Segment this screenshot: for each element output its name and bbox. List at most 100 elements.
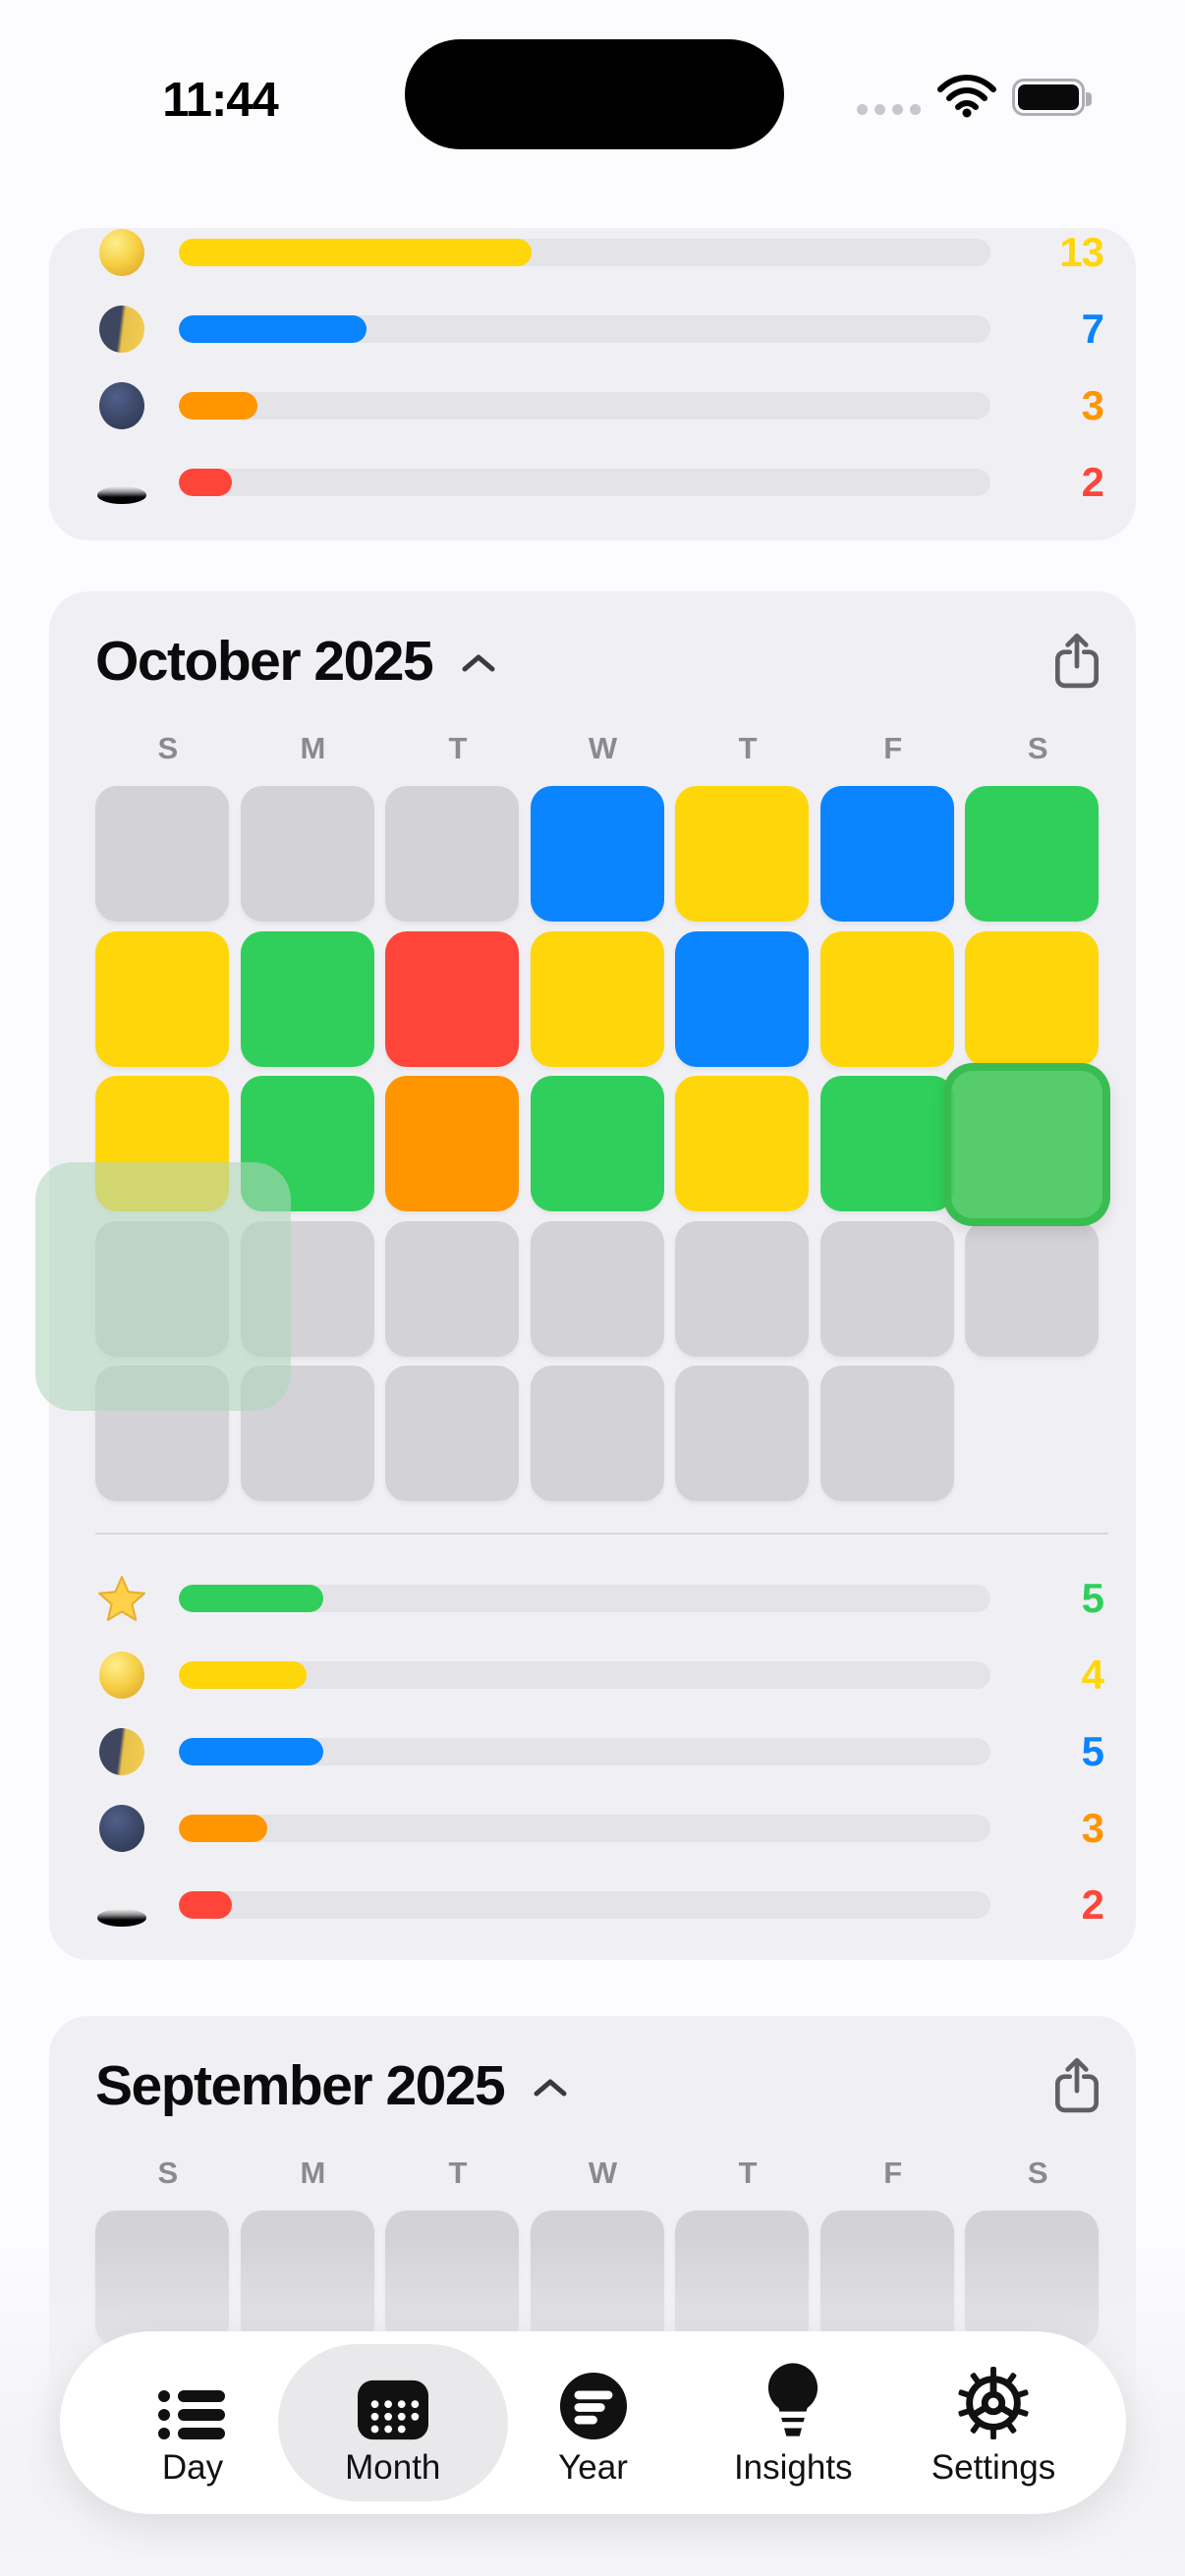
calendar-day-cell[interactable] bbox=[530, 1366, 664, 1501]
calendar-day-cell[interactable] bbox=[240, 1366, 374, 1501]
calendar-day-cell[interactable] bbox=[819, 2211, 954, 2346]
legend-count: 4 bbox=[1081, 1652, 1104, 1698]
legend-row: 5 bbox=[49, 1713, 1136, 1790]
calendar-day-cell[interactable] bbox=[530, 1220, 664, 1357]
share-icon[interactable] bbox=[1053, 2057, 1100, 2114]
calendar-day-cell[interactable] bbox=[675, 1076, 809, 1211]
eclipse-icon bbox=[94, 1877, 149, 1932]
weekday-label: S bbox=[1027, 731, 1048, 765]
tab-day[interactable]: Day bbox=[95, 2331, 290, 2514]
calendar-day-cell[interactable] bbox=[965, 1220, 1099, 1357]
legend-row: 2 bbox=[49, 1867, 1136, 1943]
calendar-day-cell[interactable] bbox=[385, 1220, 519, 1357]
calendar-day-cell[interactable] bbox=[95, 1220, 229, 1357]
calendar-day-cell[interactable] bbox=[240, 930, 374, 1067]
calendar-day-cell[interactable] bbox=[385, 2211, 519, 2346]
progress-track bbox=[179, 1891, 990, 1919]
calendar-day-cell[interactable] bbox=[240, 786, 374, 922]
full-moon-icon bbox=[94, 228, 149, 280]
calendar-day-cell[interactable] bbox=[240, 1220, 374, 1357]
calendar-day-cell[interactable] bbox=[675, 1220, 809, 1357]
calendar-day-cell[interactable] bbox=[965, 786, 1099, 922]
tab-label: Insights bbox=[733, 2448, 853, 2487]
calendar-day-cell[interactable] bbox=[95, 2211, 229, 2346]
progress-fill bbox=[179, 315, 367, 343]
share-icon[interactable] bbox=[1053, 633, 1100, 690]
divider bbox=[95, 1533, 1108, 1535]
progress-fill bbox=[179, 239, 533, 266]
last-quarter-moon-icon bbox=[94, 302, 149, 357]
calendar-day-cell[interactable] bbox=[819, 930, 954, 1067]
legend-row: 2 bbox=[49, 444, 1136, 521]
progress-track bbox=[179, 392, 990, 420]
calendar-day-cell[interactable] bbox=[530, 2211, 664, 2346]
calendar-day-cell[interactable] bbox=[240, 2211, 374, 2346]
tab-label: Settings bbox=[931, 2448, 1056, 2487]
insights-lightbulb-icon bbox=[766, 2358, 819, 2440]
tab-year[interactable]: Year bbox=[496, 2331, 691, 2514]
october-card: October 2025 S M T W T F S 5 4 5 3 2 bbox=[49, 591, 1136, 1960]
legend-count: 3 bbox=[1081, 1805, 1104, 1851]
calendar-day-cell[interactable] bbox=[943, 1063, 1110, 1226]
progress-track bbox=[179, 1738, 990, 1765]
new-moon-icon bbox=[94, 1801, 149, 1856]
eclipse-icon bbox=[94, 455, 149, 510]
progress-fill bbox=[179, 1738, 324, 1765]
new-moon-icon bbox=[94, 378, 149, 433]
legend-count: 13 bbox=[1059, 229, 1104, 275]
weekday-label: F bbox=[883, 731, 903, 765]
calendar-day-cell[interactable] bbox=[95, 786, 229, 922]
calendar-day-cell[interactable] bbox=[385, 1366, 519, 1501]
calendar-day-cell[interactable] bbox=[530, 930, 664, 1067]
star-icon bbox=[94, 1571, 149, 1626]
calendar-day-cell[interactable] bbox=[530, 1076, 664, 1211]
tab-settings[interactable]: Settings bbox=[896, 2331, 1091, 2514]
progress-fill bbox=[179, 1585, 324, 1612]
calendar-day-cell[interactable] bbox=[95, 1076, 229, 1211]
calendar-day-cell[interactable] bbox=[675, 1366, 809, 1501]
tab-insights[interactable]: Insights bbox=[696, 2331, 890, 2514]
calendar-day-cell[interactable] bbox=[240, 1076, 374, 1211]
calendar-day-cell[interactable] bbox=[385, 786, 519, 922]
weekday-label: T bbox=[738, 731, 758, 765]
legend-row: 5 bbox=[49, 1560, 1136, 1637]
calendar-day-cell[interactable] bbox=[385, 1076, 519, 1211]
calendar-day-cell[interactable] bbox=[819, 1220, 954, 1357]
calendar-day-cell[interactable] bbox=[385, 930, 519, 1067]
weekday-label: M bbox=[300, 2156, 326, 2190]
legend-row: 4 bbox=[49, 1637, 1136, 1713]
progress-track bbox=[179, 469, 990, 496]
tab-month[interactable]: Month bbox=[277, 2331, 508, 2514]
calendar-day-cell[interactable] bbox=[530, 786, 664, 922]
month-title: September 2025 bbox=[95, 2054, 506, 2117]
weekday-label: S bbox=[1027, 2156, 1048, 2190]
dynamic-island bbox=[405, 39, 784, 149]
calendar-day-cell[interactable] bbox=[819, 1076, 954, 1211]
weekday-label: F bbox=[883, 2156, 903, 2190]
wifi-icon bbox=[936, 74, 997, 123]
calendar-day-cell[interactable] bbox=[819, 786, 954, 922]
progress-track bbox=[179, 315, 990, 343]
last-quarter-moon-icon bbox=[94, 1724, 149, 1779]
legend-count: 5 bbox=[1081, 1575, 1104, 1621]
calendar-day-cell[interactable] bbox=[95, 1366, 229, 1501]
calendar-day-cell[interactable] bbox=[675, 930, 809, 1067]
collapse-chevron-icon[interactable] bbox=[460, 653, 497, 675]
calendar-day-cell[interactable] bbox=[965, 2211, 1099, 2346]
calendar-day-cell[interactable] bbox=[95, 930, 229, 1067]
calendar-day-cell[interactable] bbox=[675, 786, 809, 922]
calendar-day-cell[interactable] bbox=[675, 2211, 809, 2346]
progress-track bbox=[179, 1585, 990, 1612]
calendar-day-cell[interactable] bbox=[965, 930, 1099, 1067]
collapse-chevron-icon[interactable] bbox=[532, 2078, 569, 2100]
weekday-label: T bbox=[448, 731, 468, 765]
day-list-icon bbox=[158, 2358, 227, 2440]
year-globe-icon bbox=[559, 2358, 628, 2440]
legend-row: 3 bbox=[49, 1790, 1136, 1867]
calendar-day-cell[interactable] bbox=[819, 1366, 954, 1501]
month-title: October 2025 bbox=[95, 630, 434, 693]
status-time: 11:44 bbox=[162, 74, 279, 127]
weekday-label: W bbox=[588, 2156, 618, 2190]
